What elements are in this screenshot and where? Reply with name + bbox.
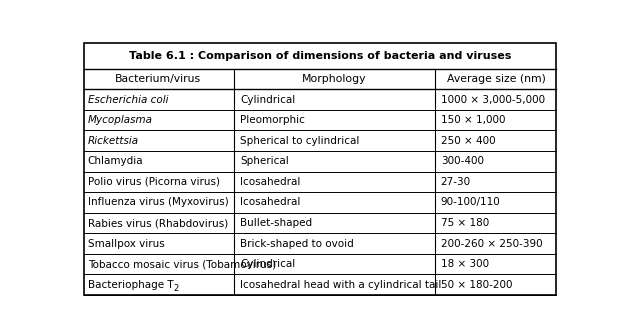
Text: Chlamydia: Chlamydia bbox=[87, 156, 144, 166]
Text: Polio virus (Picorna virus): Polio virus (Picorna virus) bbox=[87, 177, 220, 187]
Text: 18 × 300: 18 × 300 bbox=[441, 259, 489, 269]
Text: Icosahedral head with a cylindrical tail: Icosahedral head with a cylindrical tail bbox=[240, 280, 441, 290]
Text: Table 6.1 : Comparison of dimensions of bacteria and viruses: Table 6.1 : Comparison of dimensions of … bbox=[129, 51, 511, 61]
Text: 300-400: 300-400 bbox=[441, 156, 484, 166]
Text: 75 × 180: 75 × 180 bbox=[441, 218, 489, 228]
Text: 50 × 180-200: 50 × 180-200 bbox=[441, 280, 512, 290]
Text: Escherichia coli: Escherichia coli bbox=[87, 94, 168, 105]
Text: 1000 × 3,000-5,000: 1000 × 3,000-5,000 bbox=[441, 94, 545, 105]
Text: Bullet-shaped: Bullet-shaped bbox=[240, 218, 312, 228]
Text: 2: 2 bbox=[173, 284, 178, 293]
Text: 27-30: 27-30 bbox=[441, 177, 471, 187]
Text: Spherical: Spherical bbox=[240, 156, 289, 166]
Text: Influenza virus (Myxovirus): Influenza virus (Myxovirus) bbox=[87, 197, 228, 207]
Text: 200-260 × 250-390: 200-260 × 250-390 bbox=[441, 239, 542, 249]
Text: Cylindrical: Cylindrical bbox=[240, 94, 295, 105]
Text: Bacteriophage T: Bacteriophage T bbox=[87, 280, 173, 290]
Text: Tobacco mosaic virus (Tobamovirus): Tobacco mosaic virus (Tobamovirus) bbox=[87, 259, 276, 269]
Text: Pleomorphic: Pleomorphic bbox=[240, 115, 305, 125]
Text: Cylindrical: Cylindrical bbox=[240, 259, 295, 269]
Text: Rickettsia: Rickettsia bbox=[87, 136, 139, 146]
Text: Bacterium/virus: Bacterium/virus bbox=[115, 74, 201, 84]
Text: Smallpox virus: Smallpox virus bbox=[87, 239, 164, 249]
Text: 250 × 400: 250 × 400 bbox=[441, 136, 495, 146]
Text: Mycoplasma: Mycoplasma bbox=[87, 115, 153, 125]
Text: Spherical to cylindrical: Spherical to cylindrical bbox=[240, 136, 359, 146]
Text: Rabies virus (Rhabdovirus): Rabies virus (Rhabdovirus) bbox=[87, 218, 228, 228]
Text: Brick-shaped to ovoid: Brick-shaped to ovoid bbox=[240, 239, 354, 249]
Text: Icosahedral: Icosahedral bbox=[240, 197, 300, 207]
Text: Average size (nm): Average size (nm) bbox=[447, 74, 546, 84]
Text: Morphology: Morphology bbox=[302, 74, 367, 84]
Text: 90-100/110: 90-100/110 bbox=[441, 197, 500, 207]
Text: 150 × 1,000: 150 × 1,000 bbox=[441, 115, 505, 125]
Text: Icosahedral: Icosahedral bbox=[240, 177, 300, 187]
